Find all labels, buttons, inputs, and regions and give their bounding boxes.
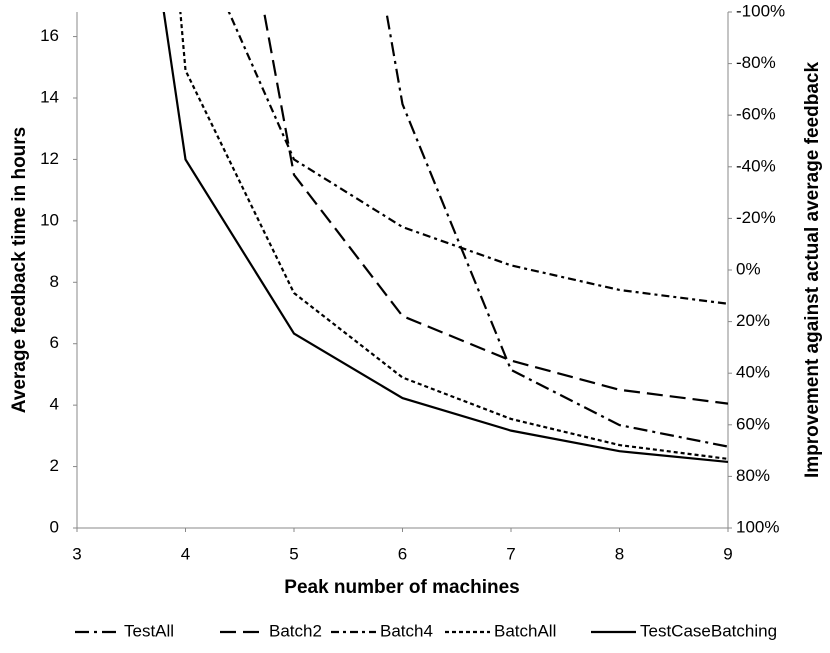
y-tick-label: 6 (50, 333, 59, 352)
y-axis-title: Average feedback time in hours (9, 127, 30, 414)
y2-tick-label: -20% (736, 208, 776, 227)
y2-tick-label: 0% (736, 259, 761, 278)
y-tick-label: 4 (50, 395, 59, 414)
x-tick-label: 3 (72, 544, 81, 563)
y-tick-label: 12 (40, 149, 59, 168)
x-tick-label: 6 (398, 544, 407, 563)
x-tick-label: 7 (506, 544, 515, 563)
y2-tick-label: -80% (736, 53, 776, 72)
y2-tick-label: -60% (736, 105, 776, 124)
x-tick-label: 4 (181, 544, 190, 563)
y-tick-label: 0 (50, 517, 59, 536)
plot-area (162, 12, 728, 464)
y-tick-label: 16 (40, 26, 59, 45)
series-line (227, 12, 728, 305)
x-tick-label: 5 (289, 544, 298, 563)
legend-label: BatchAll (494, 621, 556, 640)
y2-tick-label: -40% (736, 156, 776, 175)
y-tick-label: 2 (50, 456, 59, 475)
y2-tick-label: 80% (736, 466, 770, 485)
y-tick-label: 10 (40, 210, 59, 229)
legend-label: TestAll (124, 621, 174, 640)
x-tick-label: 9 (723, 544, 732, 563)
legend-label: TestCaseBatching (640, 621, 777, 640)
y2-tick-label: 60% (736, 414, 770, 433)
x-tick-label: 8 (615, 544, 624, 563)
legend-label: Batch2 (269, 621, 322, 640)
series-line (162, 12, 728, 464)
y-tick-label: 8 (50, 272, 59, 291)
y2-tick-label: 100% (736, 517, 779, 536)
y-tick-label: 14 (40, 87, 59, 106)
y2-tick-label: 40% (736, 363, 770, 382)
y2-tick-label: 20% (736, 311, 770, 330)
series-line (179, 12, 728, 460)
series-line (385, 12, 728, 448)
y2-tick-label: -100% (736, 1, 785, 20)
series-line (262, 12, 728, 405)
legend-label: Batch4 (380, 621, 433, 640)
y2-axis-title: Improvement against actual average feedb… (802, 62, 823, 478)
x-axis-title: Peak number of machines (284, 577, 519, 598)
